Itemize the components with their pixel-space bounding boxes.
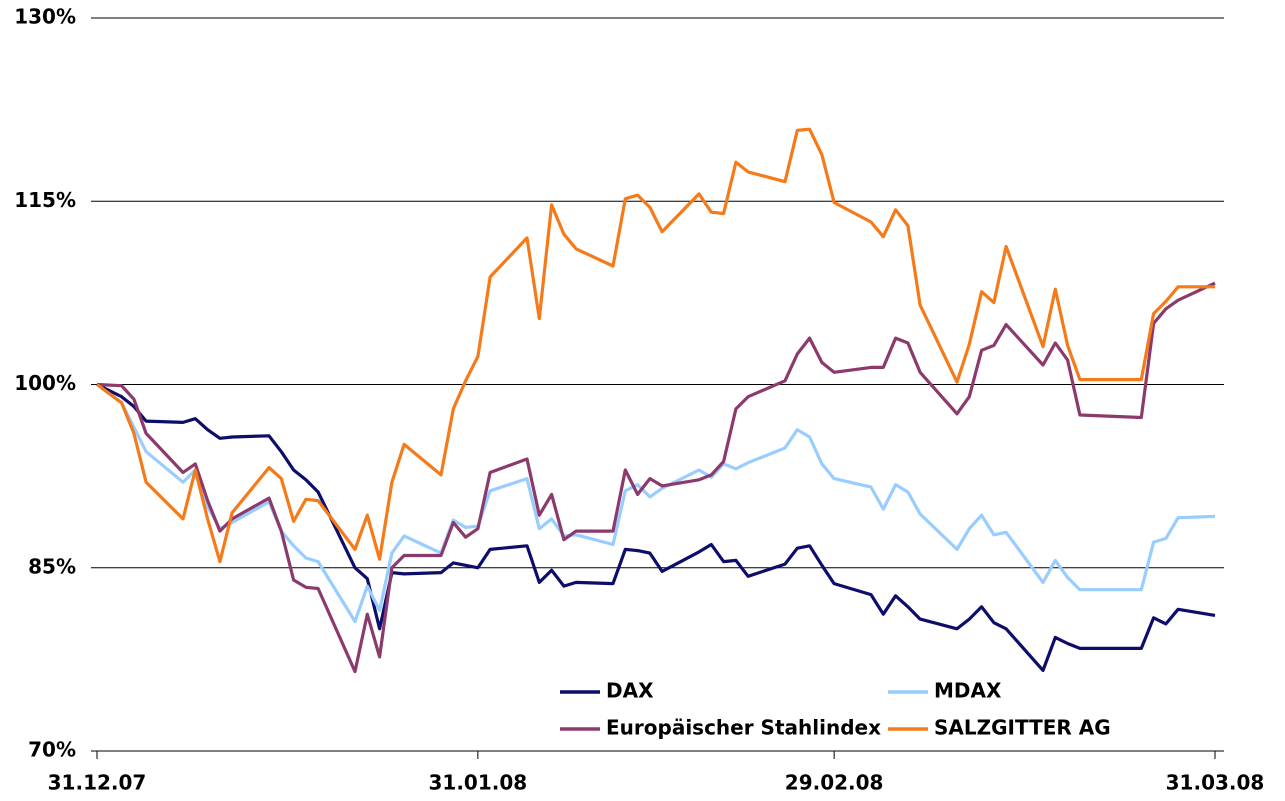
y-tick-label: 85% <box>28 554 76 578</box>
x-tick-label: 31.03.08 <box>1166 771 1265 795</box>
y-tick-label: 70% <box>28 738 76 762</box>
series-line <box>96 383 1216 624</box>
y-tick-label: 100% <box>14 371 76 395</box>
series-line <box>96 127 1215 564</box>
legend-label: Europäischer Stahlindex <box>606 716 881 740</box>
series-line <box>96 383 1216 672</box>
y-tick-label: 115% <box>14 188 76 212</box>
x-tick-label: 31.12.07 <box>48 771 147 795</box>
legend-label: MDAX <box>934 679 1002 703</box>
legend-label: DAX <box>606 679 654 703</box>
x-tick-label: 31.01.08 <box>429 771 528 795</box>
series-line <box>96 281 1216 674</box>
x-tick-label: 29.02.08 <box>785 771 884 795</box>
y-tick-label: 130% <box>14 5 76 29</box>
legend-label: SALZGITTER AG <box>934 716 1111 740</box>
